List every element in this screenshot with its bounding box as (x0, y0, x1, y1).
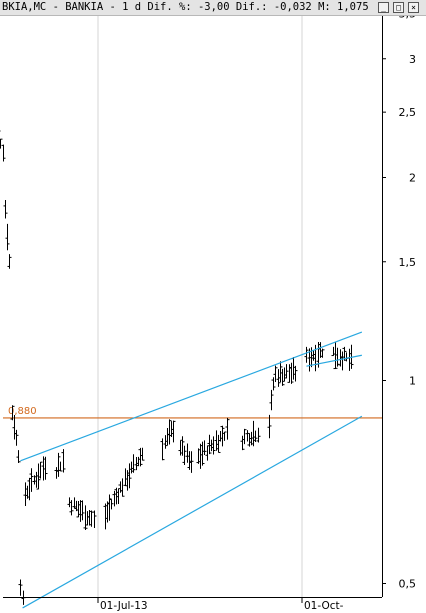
y-tick-label: 2 (409, 172, 416, 185)
y-tick-label: 3 (409, 53, 416, 66)
y-tick-label: 0,5 (399, 578, 417, 591)
trend-channel-lower (22, 415, 363, 609)
y-tick-label: 1 (409, 375, 416, 388)
close-button[interactable]: × (408, 2, 419, 13)
window-titlebar: BKIA,MC - BANKIA - 1 d Dif. %: -3,00 Dif… (0, 0, 426, 16)
trend-channel-upper (20, 331, 363, 462)
y-tick-label: 3,5 (399, 16, 417, 21)
maximize-button[interactable]: □ (393, 2, 404, 13)
window-title: BKIA,MC - BANKIA - 1 d Dif. %: -3,00 Dif… (2, 1, 372, 13)
x-tick-label: 01-Jul-13 (100, 600, 148, 612)
plot-area (3, 16, 382, 597)
reference-line-label: 0,880 (8, 406, 37, 417)
y-tick-label: 1,5 (399, 256, 417, 269)
y-tick-label: 2,5 (399, 106, 417, 119)
minimize-button[interactable]: _ (378, 2, 389, 13)
x-tick-label: 01-Oct- (304, 600, 344, 612)
trend-line-short (306, 354, 362, 367)
